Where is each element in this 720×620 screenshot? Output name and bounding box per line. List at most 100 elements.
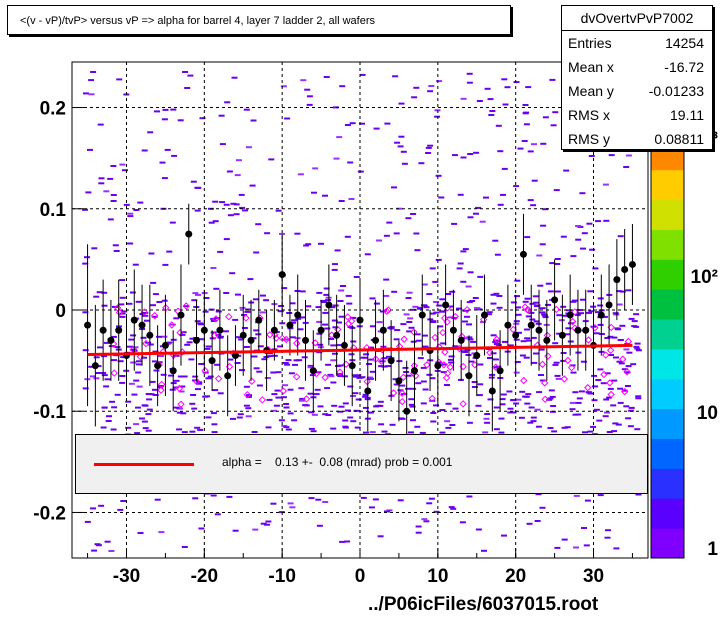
histogram-cell — [333, 157, 340, 160]
histogram-cell — [362, 393, 369, 396]
histogram-cell — [322, 413, 329, 416]
histogram-cell — [500, 393, 507, 396]
profile-point — [512, 331, 520, 339]
histogram-cell — [492, 341, 499, 344]
histogram-cell — [281, 287, 288, 290]
histogram-cell — [601, 315, 608, 318]
histogram-cell — [436, 304, 443, 307]
histogram-cell — [604, 536, 611, 539]
stats-value: 19.11 — [670, 107, 704, 123]
profile-point — [317, 326, 325, 334]
histogram-cell — [332, 106, 339, 109]
histogram-cell — [152, 350, 159, 353]
histogram-cell — [199, 117, 206, 120]
histogram-cell — [624, 371, 631, 374]
histogram-cell — [477, 363, 484, 366]
histogram-cell — [527, 421, 534, 424]
histogram-cell — [619, 290, 626, 293]
histogram-cell — [245, 146, 252, 149]
histogram-cell — [589, 248, 596, 251]
legend-fit-line — [94, 463, 194, 466]
profile-point — [84, 321, 92, 329]
histogram-cell — [288, 372, 295, 375]
histogram-cell — [588, 155, 595, 157]
histogram-cell — [161, 118, 168, 121]
histogram-cell — [575, 413, 582, 416]
histogram-cell — [91, 549, 98, 552]
histogram-cell — [227, 358, 234, 361]
histogram-cell — [360, 356, 367, 359]
histogram-cell — [623, 348, 630, 351]
histogram-cell — [160, 373, 167, 376]
profile-point — [403, 407, 411, 415]
histogram-cell — [235, 159, 242, 162]
y-tick-label: -0.1 — [33, 402, 66, 423]
histogram-cell — [367, 377, 374, 380]
histogram-cell — [510, 301, 517, 304]
histogram-cell — [444, 384, 450, 386]
histogram-cell — [245, 415, 252, 418]
histogram-cell — [212, 389, 219, 392]
histogram-cell — [627, 425, 634, 428]
histogram-cell — [340, 285, 346, 287]
histogram-cell — [515, 398, 522, 401]
open-marker — [248, 377, 256, 385]
histogram-cell — [89, 375, 96, 378]
histogram-cell — [173, 406, 180, 409]
histogram-cell — [348, 198, 355, 200]
profile-point — [286, 321, 294, 329]
histogram-cell — [501, 534, 507, 537]
histogram-cell — [513, 320, 520, 323]
histogram-cell — [524, 328, 530, 331]
histogram-cell — [406, 321, 413, 323]
histogram-cell — [590, 425, 597, 428]
histogram-cell — [634, 347, 641, 350]
profile-point — [527, 321, 535, 329]
histogram-cell — [176, 428, 183, 431]
histogram-cell — [634, 428, 641, 431]
histogram-cell — [376, 239, 382, 242]
histogram-cell — [451, 222, 458, 225]
histogram-cell — [384, 122, 391, 125]
histogram-cell — [552, 111, 559, 114]
histogram-cell — [392, 75, 399, 78]
stats-row-mean-x: Mean x -16.72 — [562, 55, 712, 79]
histogram-cell — [338, 289, 345, 292]
histogram-cell — [513, 338, 520, 341]
histogram-cell — [268, 158, 275, 161]
histogram-cell — [614, 327, 621, 330]
profile-point — [566, 311, 574, 319]
histogram-cell — [367, 411, 374, 414]
profile-point — [333, 331, 341, 339]
histogram-cell — [354, 426, 361, 429]
histogram-cell — [289, 506, 296, 509]
histogram-cell — [328, 375, 335, 378]
histogram-cell — [359, 122, 365, 125]
histogram-cell — [591, 399, 598, 402]
histogram-cell — [145, 429, 152, 432]
histogram-cell — [211, 423, 218, 426]
histogram-cell — [633, 345, 640, 348]
histogram-cell — [534, 408, 541, 411]
histogram-cell — [207, 375, 214, 378]
histogram-cell — [540, 142, 547, 145]
histogram-cell — [255, 223, 262, 226]
histogram-cell — [171, 154, 178, 157]
histogram-cell — [147, 131, 154, 134]
histogram-cell — [549, 410, 556, 413]
histogram-cell — [526, 522, 533, 525]
histogram-cell — [88, 93, 95, 96]
histogram-cell — [116, 78, 123, 81]
histogram-cell — [187, 74, 194, 77]
histogram-cell — [621, 368, 628, 371]
colorbar-label: 1 — [707, 539, 718, 560]
histogram-cell — [562, 314, 569, 317]
stats-value: 0.08811 — [654, 131, 704, 147]
histogram-cell — [476, 100, 483, 102]
histogram-cell — [415, 525, 422, 528]
open-marker — [538, 360, 547, 369]
histogram-cell — [408, 403, 415, 406]
histogram-cell — [547, 397, 554, 400]
histogram-cell — [419, 431, 426, 434]
histogram-cell — [104, 378, 111, 381]
